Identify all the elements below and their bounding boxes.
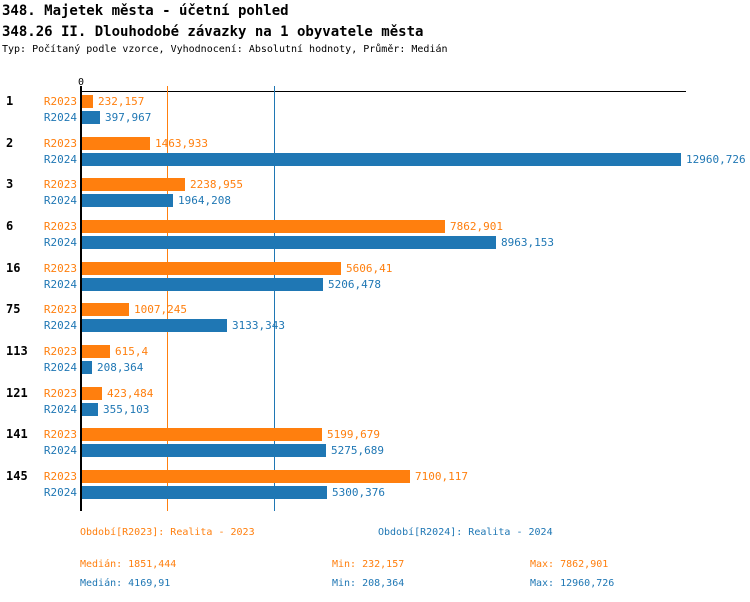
bar-r2023-1 (82, 95, 93, 108)
value-label-r2023-2: 1463,933 (155, 137, 208, 150)
bar-r2023-16 (82, 262, 341, 275)
series-label-r2023-16: R2023 (43, 262, 77, 275)
bar-r2024-75 (82, 319, 227, 332)
series-label-r2024-75: R2024 (43, 319, 77, 332)
bar-r2023-2 (82, 137, 150, 150)
stat-max-r2023: Max: 7862,901 (530, 559, 609, 570)
legend-r2024: Období[R2024]: Realita - 2024 (378, 527, 553, 538)
category-label-75: 75 (6, 302, 21, 316)
series-label-r2023-75: R2023 (43, 303, 77, 316)
category-label-16: 16 (6, 261, 21, 275)
value-label-r2024-2: 12960,726 (686, 153, 746, 166)
bar-r2024-3 (82, 194, 173, 207)
page-title: 348. Majetek města - účetní pohled (2, 3, 289, 19)
stat-max-r2024: Max: 12960,726 (530, 578, 615, 589)
stat-min-r2023: Min: 232,157 (332, 559, 405, 570)
series-label-r2023-1: R2023 (43, 95, 77, 108)
stat-min-r2024: Min: 208,364 (332, 578, 405, 589)
series-label-r2024-141: R2024 (43, 444, 77, 457)
page-subtitle: 348.26 II. Dlouhodobé závazky na 1 obyva… (2, 24, 424, 40)
bar-r2023-3 (82, 178, 185, 191)
series-label-r2024-3: R2024 (43, 194, 77, 207)
series-label-r2023-121: R2023 (43, 387, 77, 400)
legend-r2023: Období[R2023]: Realita - 2023 (80, 527, 255, 538)
bar-r2024-121 (82, 403, 98, 416)
series-label-r2023-2: R2023 (43, 137, 77, 150)
category-label-1: 1 (6, 94, 14, 108)
series-label-r2024-121: R2024 (43, 403, 77, 416)
value-label-r2023-6: 7862,901 (450, 220, 503, 233)
series-label-r2024-2: R2024 (43, 153, 77, 166)
value-label-r2024-145: 5300,376 (332, 486, 385, 499)
series-label-r2024-6: R2024 (43, 236, 77, 249)
value-label-r2024-141: 5275,689 (331, 444, 384, 457)
value-label-r2023-3: 2238,955 (190, 178, 243, 191)
bar-r2024-6 (82, 236, 496, 249)
bar-r2024-1 (82, 111, 100, 124)
bar-r2023-121 (82, 387, 102, 400)
value-label-r2023-1: 232,157 (98, 95, 145, 108)
value-label-r2024-6: 8963,153 (501, 236, 554, 249)
value-label-r2024-75: 3133,343 (232, 319, 285, 332)
series-label-r2023-145: R2023 (43, 470, 77, 483)
value-label-r2024-121: 355,103 (103, 403, 150, 416)
series-label-r2023-113: R2023 (43, 345, 77, 358)
value-label-r2023-113: 615,4 (115, 345, 149, 358)
bar-r2024-2 (82, 153, 681, 166)
category-label-113: 113 (6, 344, 28, 358)
category-label-3: 3 (6, 177, 14, 191)
stat-median-r2023: Medián: 1851,444 (80, 559, 177, 570)
value-label-r2023-16: 5606,41 (346, 262, 393, 275)
series-label-r2023-141: R2023 (43, 428, 77, 441)
stat-median-r2024: Medián: 4169,91 (80, 578, 171, 589)
value-label-r2023-145: 7100,117 (415, 470, 468, 483)
bar-r2024-113 (82, 361, 92, 374)
bar-r2023-113 (82, 345, 110, 358)
bar-r2023-141 (82, 428, 322, 441)
category-label-141: 141 (6, 427, 28, 441)
category-label-2: 2 (6, 136, 14, 150)
bar-r2023-6 (82, 220, 445, 233)
bar-r2024-16 (82, 278, 323, 291)
value-label-r2024-3: 1964,208 (178, 194, 231, 207)
value-label-r2023-121: 423,484 (107, 387, 154, 400)
bar-r2024-141 (82, 444, 326, 457)
bar-r2023-145 (82, 470, 410, 483)
category-label-121: 121 (6, 386, 28, 400)
category-label-145: 145 (6, 469, 28, 483)
series-label-r2023-6: R2023 (43, 220, 77, 233)
value-label-r2024-1: 397,967 (105, 111, 152, 124)
value-label-r2024-113: 208,364 (97, 361, 144, 374)
median-line-r2024 (274, 86, 275, 511)
series-label-r2024-113: R2024 (43, 361, 77, 374)
value-label-r2024-16: 5206,478 (328, 278, 381, 291)
bar-r2023-75 (82, 303, 129, 316)
x-axis-line (81, 91, 686, 92)
x-axis-zero-tick (80, 86, 82, 91)
median-line-r2023 (167, 86, 168, 511)
series-label-r2023-3: R2023 (43, 178, 77, 191)
series-label-r2024-16: R2024 (43, 278, 77, 291)
series-label-r2024-1: R2024 (43, 111, 77, 124)
y-axis-line (80, 91, 82, 511)
category-label-6: 6 (6, 219, 14, 233)
bar-r2024-145 (82, 486, 327, 499)
value-label-r2023-141: 5199,679 (327, 428, 380, 441)
x-axis-zero-label: 0 (77, 77, 85, 88)
value-label-r2023-75: 1007,245 (134, 303, 187, 316)
series-label-r2024-145: R2024 (43, 486, 77, 499)
page-meta: Typ: Počítaný podle vzorce, Vyhodnocení:… (2, 44, 448, 55)
